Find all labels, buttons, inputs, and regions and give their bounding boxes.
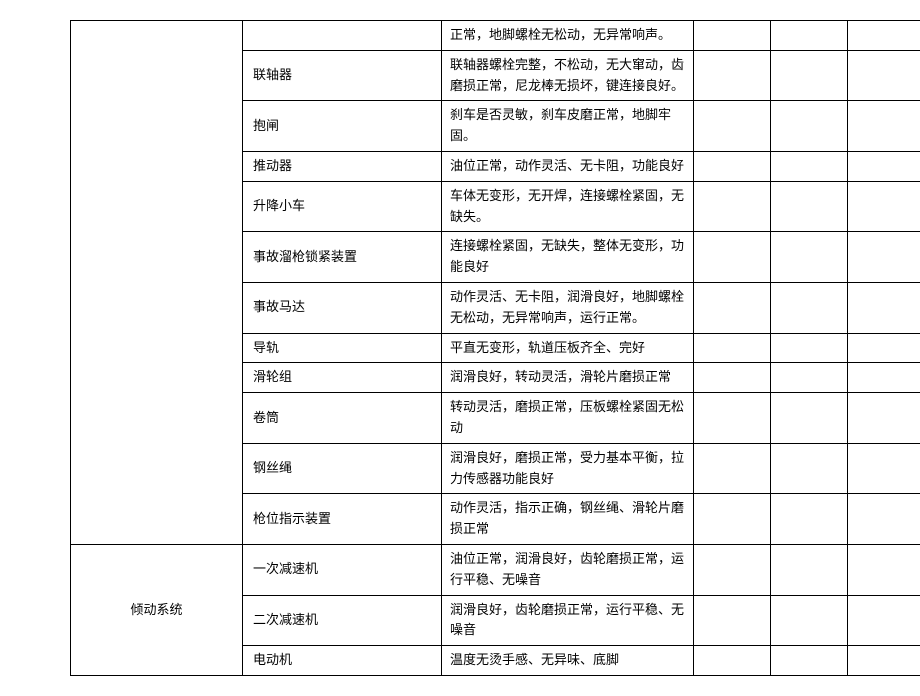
blank-cell (771, 494, 848, 545)
item-cell: 枪位指示装置 (243, 494, 442, 545)
table-row: 倾动系统 一次减速机 油位正常，润滑良好，齿轮磨损正常，运行平稳、无噪音 (71, 544, 920, 595)
blank-cell (848, 595, 920, 646)
desc-cell: 正常，地脚螺栓无松动，无异常响声。 (442, 21, 694, 51)
blank-cell (771, 646, 848, 676)
blank-cell (771, 595, 848, 646)
blank-cell (771, 151, 848, 181)
blank-cell (848, 21, 920, 51)
item-cell: 电动机 (243, 646, 442, 676)
desc-cell: 温度无烫手感、无异味、底脚 (442, 646, 694, 676)
blank-cell (771, 50, 848, 101)
item-cell: 卷筒 (243, 393, 442, 444)
blank-cell (848, 363, 920, 393)
blank-cell (771, 232, 848, 283)
blank-cell (694, 595, 771, 646)
item-cell: 推动器 (243, 151, 442, 181)
blank-cell (771, 333, 848, 363)
desc-cell: 联轴器螺栓完整，不松动，无大窜动，齿磨损正常，尼龙棒无损坏，键连接良好。 (442, 50, 694, 101)
blank-cell (694, 181, 771, 232)
item-cell: 事故溜枪锁紧装置 (243, 232, 442, 283)
group-cell-empty (71, 21, 243, 545)
desc-cell: 转动灵活，磨损正常，压板螺栓紧固无松动 (442, 393, 694, 444)
blank-cell (848, 646, 920, 676)
desc-cell: 润滑良好，转动灵活，滑轮片磨损正常 (442, 363, 694, 393)
item-cell: 事故马达 (243, 282, 442, 333)
blank-cell (848, 443, 920, 494)
desc-cell: 连接螺栓紧固，无缺失，整体无变形，功能良好 (442, 232, 694, 283)
desc-cell: 润滑良好，齿轮磨损正常，运行平稳、无噪音 (442, 595, 694, 646)
blank-cell (694, 363, 771, 393)
blank-cell (694, 282, 771, 333)
blank-cell (771, 443, 848, 494)
blank-cell (694, 232, 771, 283)
item-cell: 升降小车 (243, 181, 442, 232)
blank-cell (694, 151, 771, 181)
blank-cell (848, 232, 920, 283)
blank-cell (848, 50, 920, 101)
blank-cell (694, 393, 771, 444)
blank-cell (694, 494, 771, 545)
blank-cell (848, 333, 920, 363)
item-cell: 导轨 (243, 333, 442, 363)
document-page: 正常，地脚螺栓无松动，无异常响声。 联轴器 联轴器螺栓完整，不松动，无大窜动，齿… (20, 20, 900, 676)
desc-cell: 动作灵活、无卡阻，润滑良好，地脚螺栓无松动，无异常响声，运行正常。 (442, 282, 694, 333)
blank-cell (848, 282, 920, 333)
blank-cell (848, 494, 920, 545)
blank-cell (848, 151, 920, 181)
item-cell (243, 21, 442, 51)
blank-cell (848, 544, 920, 595)
item-cell: 钢丝绳 (243, 443, 442, 494)
desc-cell: 车体无变形，无开焊，连接螺栓紧固，无缺失。 (442, 181, 694, 232)
item-cell: 滑轮组 (243, 363, 442, 393)
blank-cell (694, 443, 771, 494)
group-cell-tilt-system: 倾动系统 (71, 544, 243, 675)
desc-cell: 油位正常，动作灵活、无卡阻，功能良好 (442, 151, 694, 181)
item-cell: 抱闸 (243, 101, 442, 152)
blank-cell (771, 21, 848, 51)
blank-cell (771, 101, 848, 152)
blank-cell (848, 101, 920, 152)
item-cell: 一次减速机 (243, 544, 442, 595)
blank-cell (771, 181, 848, 232)
blank-cell (848, 393, 920, 444)
blank-cell (771, 393, 848, 444)
inspection-table: 正常，地脚螺栓无松动，无异常响声。 联轴器 联轴器螺栓完整，不松动，无大窜动，齿… (70, 20, 920, 676)
blank-cell (694, 646, 771, 676)
blank-cell (694, 50, 771, 101)
desc-cell: 油位正常，润滑良好，齿轮磨损正常，运行平稳、无噪音 (442, 544, 694, 595)
desc-cell: 刹车是否灵敏，刹车皮磨正常，地脚牢固。 (442, 101, 694, 152)
item-cell: 联轴器 (243, 50, 442, 101)
blank-cell (694, 21, 771, 51)
blank-cell (694, 101, 771, 152)
blank-cell (694, 333, 771, 363)
desc-cell: 动作灵活，指示正确，钢丝绳、滑轮片磨损正常 (442, 494, 694, 545)
blank-cell (771, 282, 848, 333)
blank-cell (848, 181, 920, 232)
blank-cell (771, 544, 848, 595)
item-cell: 二次减速机 (243, 595, 442, 646)
blank-cell (694, 544, 771, 595)
blank-cell (771, 363, 848, 393)
table-row: 正常，地脚螺栓无松动，无异常响声。 (71, 21, 920, 51)
desc-cell: 润滑良好，磨损正常，受力基本平衡，拉力传感器功能良好 (442, 443, 694, 494)
desc-cell: 平直无变形，轨道压板齐全、完好 (442, 333, 694, 363)
